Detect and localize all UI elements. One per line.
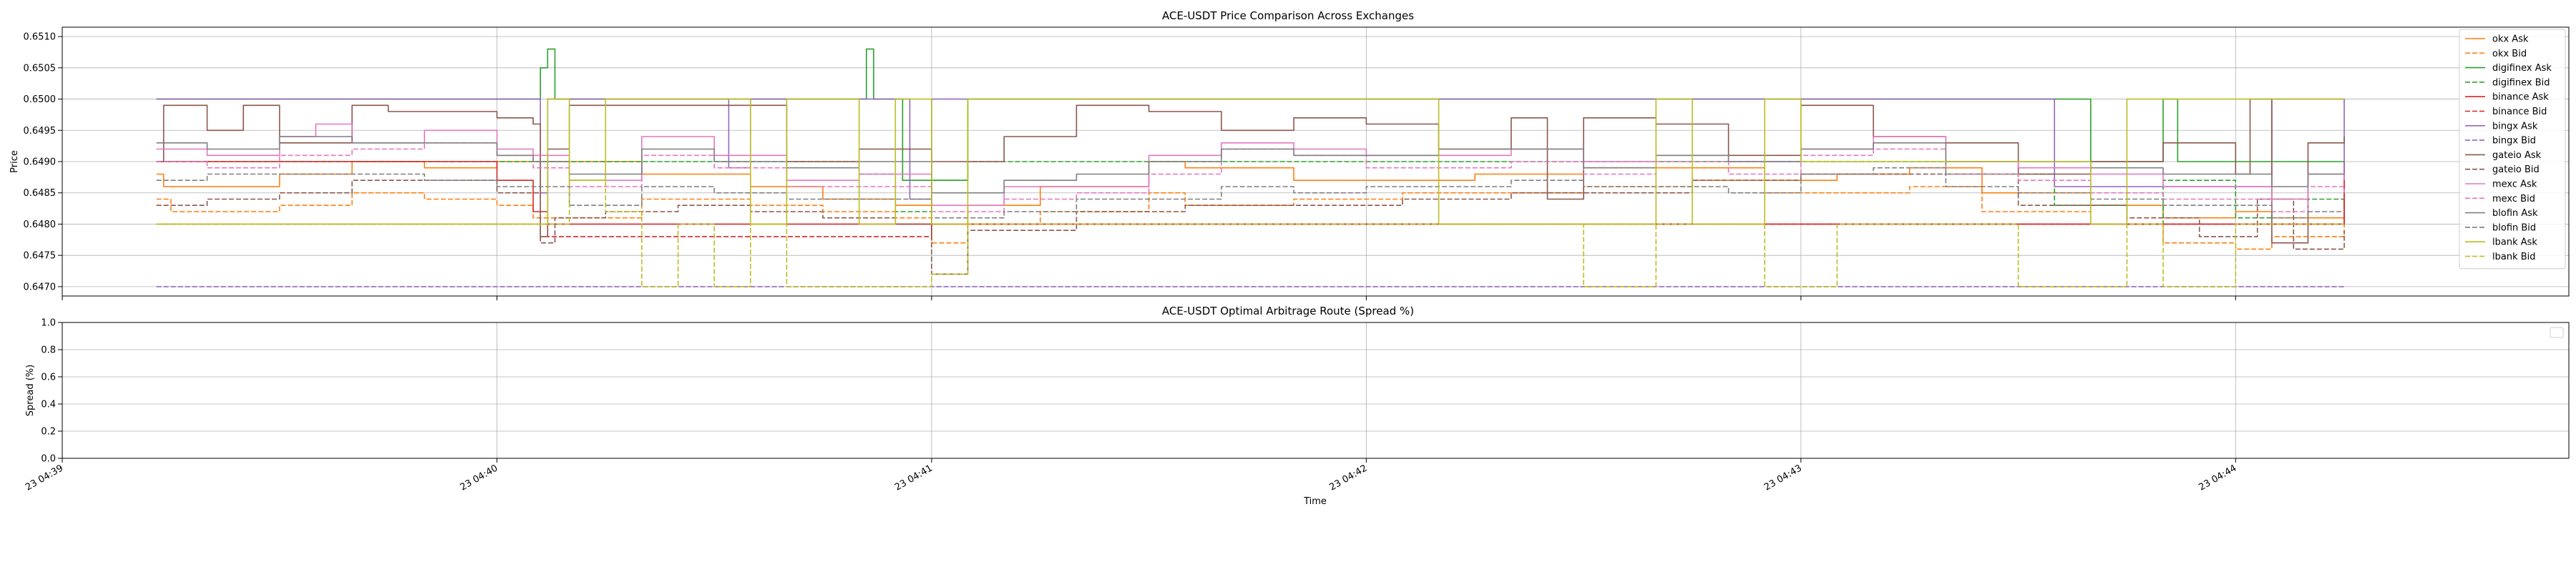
spread-chart-x-label: Time (1303, 496, 1327, 507)
legend-label: blofin Ask (2492, 208, 2538, 219)
series-line-15 (156, 179, 2345, 287)
y-tick-label: 0.6480 (24, 220, 57, 230)
legend-label: gateio Bid (2492, 164, 2540, 175)
legend-frame (2459, 29, 2566, 270)
y-tick-label: 0.6485 (24, 188, 57, 199)
price-chart-series (156, 48, 2345, 287)
legend-label: gateio Ask (2492, 150, 2542, 161)
legend-label: lbank Bid (2492, 252, 2536, 262)
price-chart: ACE-USDT Price Comparison Across Exchang… (9, 9, 2570, 300)
legend-label: bingx Bid (2492, 136, 2536, 147)
spread-chart-legend-box (2550, 327, 2564, 338)
y-tick-label: 0.4 (41, 400, 56, 410)
y-tick-label: 1.0 (41, 318, 56, 329)
y-tick-label: 0.6 (41, 373, 56, 383)
series-line-2 (156, 48, 2345, 181)
spread-chart-frame (62, 322, 2570, 459)
legend-label: mexc Bid (2492, 194, 2535, 204)
y-tick-label: 0.6475 (24, 251, 57, 262)
y-tick-label: 0.8 (41, 345, 56, 356)
spread-chart-title: ACE-USDT Optimal Arbitrage Route (Spread… (1162, 305, 1414, 317)
series-line-13 (156, 167, 2345, 219)
legend-label: digifinex Ask (2492, 63, 2552, 74)
y-tick-label: 0.2 (41, 427, 56, 438)
y-tick-label: 0.6510 (24, 32, 57, 43)
price-chart-y-ticks: 0.6470 0.6475 0.6480 0.6485 0.6490 0.6495 0.65… (24, 32, 62, 292)
y-tick-label: 0.6490 (24, 157, 57, 168)
spread-chart-y-ticks: 0.0 0.2 0.4 0.6 0.8 1.0 (41, 318, 62, 465)
y-tick-label: 0.6495 (24, 126, 57, 137)
legend-label: mexc Ask (2492, 179, 2537, 190)
y-tick-label: 0.6500 (24, 94, 57, 105)
price-chart-title: ACE-USDT Price Comparison Across Exchang… (1162, 9, 1414, 22)
y-tick-label: 0.0 (41, 454, 56, 465)
price-chart-y-label: Price (9, 150, 20, 173)
legend-label: binance Ask (2492, 92, 2549, 103)
legend-label: bingx Ask (2492, 121, 2538, 132)
legend-label: lbank Ask (2492, 237, 2537, 248)
legend-label: blofin Bid (2492, 222, 2536, 233)
price-chart-x-ticks (62, 296, 2236, 300)
series-line-14 (156, 98, 2345, 225)
price-chart-legend: okx Ask okx Bid digifinex Ask digifinex Bid… (2459, 29, 2566, 270)
legend-label: digifinex Bid (2492, 77, 2550, 88)
legend-label: okx Bid (2492, 49, 2527, 59)
legend-label: okx Ask (2492, 34, 2529, 45)
y-tick-label: 0.6470 (24, 282, 57, 292)
legend-label: binance Bid (2492, 107, 2547, 117)
y-tick-label: 0.6505 (24, 63, 57, 74)
spread-chart-y-label: Spread (%) (25, 365, 36, 416)
